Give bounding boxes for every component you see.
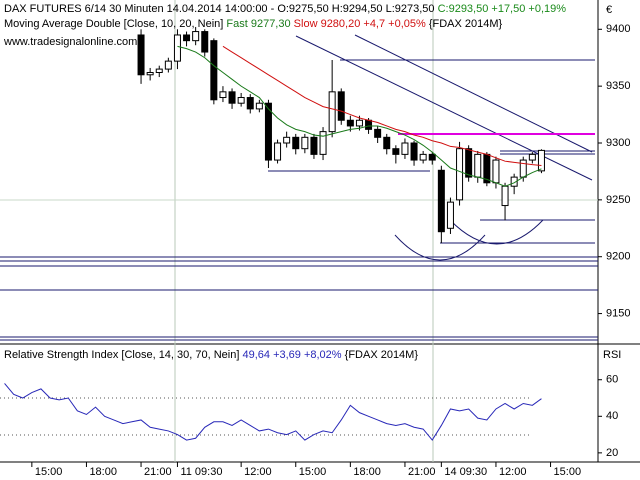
y-tick-label: 9300	[606, 137, 630, 149]
title-change: C:9293,50 +17,50 +0,19%	[438, 3, 567, 15]
arc	[394, 234, 486, 261]
candle-body	[173, 34, 181, 62]
currency: €	[606, 4, 612, 16]
candle-body	[492, 159, 500, 184]
y-tick-label: 9200	[606, 251, 630, 263]
candle-body	[446, 201, 454, 229]
candle-body	[501, 185, 509, 207]
candle-body	[301, 136, 309, 150]
candle-body	[456, 148, 464, 201]
x-tick-label: 18:00	[353, 466, 381, 478]
candle-body	[474, 153, 482, 178]
candle-body	[246, 97, 254, 110]
trend-line	[354, 34, 593, 153]
candle-body	[537, 149, 545, 172]
moving-average	[177, 45, 542, 187]
candle-body	[419, 153, 427, 161]
candle-body	[219, 91, 227, 99]
legend-entry: Slow 9280,20 +4,7 +0,05%	[294, 18, 426, 30]
candle-body	[519, 159, 527, 178]
x-tick-label: 15:00	[299, 466, 327, 478]
x-tick-label: 12:00	[244, 466, 272, 478]
study-suffix: {FDAX 2014M}	[429, 18, 503, 30]
x-tick-label: 15:00	[554, 466, 582, 478]
candle-body	[201, 31, 209, 53]
candle-body	[355, 119, 363, 127]
rsi-axis-label: RSI	[603, 349, 621, 361]
moving-average	[222, 45, 542, 167]
x-tick-label: 12:00	[499, 466, 527, 478]
x-tick-label: 18:00	[89, 466, 117, 478]
y-tick-label: 20	[606, 447, 618, 459]
candle-body	[137, 34, 145, 76]
candle-body	[310, 136, 318, 155]
legend-entry: 49,64 +3,69 +8,02%	[242, 349, 341, 361]
candle-body	[510, 176, 518, 187]
header: DAX FUTURES 6/14 30 Minuten 14.04.2014 1…	[4, 3, 566, 15]
rsi-title: Relative Strength Index [Close, 14, 30, …	[4, 349, 239, 361]
candle-body	[328, 91, 336, 133]
arc	[449, 219, 544, 245]
legend-entry: Fast 9277,30	[226, 18, 290, 30]
candle-body	[401, 142, 409, 155]
candle-body	[164, 60, 172, 70]
candle-body	[465, 148, 473, 178]
y-tick-label: 9150	[606, 307, 630, 319]
candle-body	[237, 97, 245, 104]
candle-body	[255, 102, 263, 110]
candle-body	[183, 34, 191, 42]
candle-body	[228, 91, 236, 104]
watermark: www.tradesignalonline.com	[3, 36, 137, 48]
y-tick-label: 40	[606, 410, 618, 422]
candle-body	[155, 68, 163, 74]
x-tick-label: 14 09:30	[444, 466, 487, 478]
candle-body	[210, 40, 218, 101]
y-tick-label: 9250	[606, 194, 630, 206]
y-tick-label: 60	[606, 374, 618, 386]
candle-body	[292, 136, 300, 150]
candle-body	[346, 119, 354, 127]
y-tick-label: 9350	[606, 80, 630, 92]
candle-body	[528, 153, 536, 161]
candle-body	[383, 136, 391, 150]
x-tick-label: 11 09:30	[180, 466, 222, 478]
x-tick-label: 21:00	[144, 466, 172, 478]
candle-body	[146, 72, 154, 76]
candle-body	[410, 142, 418, 161]
study-name: Moving Average Double [Close, 10, 20, Ne…	[4, 18, 223, 30]
y-tick-label: 9400	[606, 23, 630, 35]
candle-body	[264, 102, 272, 161]
candle-body	[274, 142, 282, 161]
chart-title: DAX FUTURES 6/14 30 Minuten 14.04.2014 1…	[4, 3, 435, 15]
candle-body	[192, 31, 200, 42]
x-tick-label: 15:00	[35, 466, 63, 478]
x-tick-label: 21:00	[408, 466, 436, 478]
candle-body	[428, 153, 436, 161]
rsi-line	[4, 383, 542, 441]
candle-body	[283, 136, 291, 144]
candle-body	[337, 91, 345, 121]
candle-body	[392, 148, 400, 155]
candle-body	[374, 128, 382, 138]
study-legend: Moving Average Double [Close, 10, 20, Ne…	[4, 18, 503, 30]
candle-body	[437, 169, 445, 233]
candle-body	[319, 131, 327, 155]
study-suffix: {FDAX 2014M}	[345, 349, 419, 361]
candle-body	[365, 119, 373, 130]
rsi-legend: Relative Strength Index [Close, 14, 30, …	[4, 349, 418, 361]
